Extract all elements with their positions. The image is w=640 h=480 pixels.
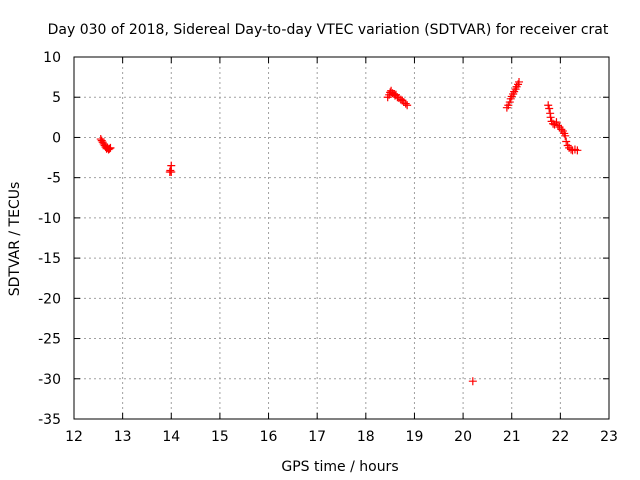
- data-points: [96, 77, 582, 386]
- y-tick-label: -25: [38, 332, 61, 348]
- data-point: [166, 166, 175, 175]
- x-tick-label: 20: [454, 429, 472, 445]
- data-point: [545, 104, 554, 113]
- y-tick-label: -5: [47, 171, 61, 187]
- data-point: [106, 143, 115, 152]
- data-point: [104, 145, 113, 154]
- x-tick-label: 13: [114, 429, 132, 445]
- x-tick-label: 23: [600, 429, 618, 445]
- data-point: [549, 119, 558, 128]
- data-point: [167, 168, 176, 177]
- y-tick-label: -10: [38, 211, 61, 227]
- y-tick-label: -15: [38, 251, 61, 267]
- x-tick-label: 16: [260, 429, 278, 445]
- data-point: [573, 146, 582, 155]
- y-tick-label: -30: [38, 372, 61, 388]
- y-axis-label: SDTVAR / TECUs: [7, 182, 23, 297]
- data-point: [553, 121, 562, 130]
- y-tick-label: 10: [43, 50, 61, 66]
- data-point: [546, 113, 555, 122]
- x-tick-label: 15: [211, 429, 229, 445]
- y-tick-label: 5: [52, 90, 61, 106]
- x-tick-label: 22: [551, 429, 569, 445]
- x-tick-label: 21: [503, 429, 521, 445]
- y-tick-label: -20: [38, 291, 61, 307]
- x-axis-label: GPS time / hours: [281, 459, 398, 475]
- data-point: [561, 131, 570, 140]
- x-tick-labels: 12 13 14 15 16 17 18 19 20 21 22 23: [65, 429, 618, 445]
- x-tick-label: 19: [406, 429, 424, 445]
- x-tick-label: 17: [308, 429, 326, 445]
- data-point: [401, 99, 410, 108]
- x-tick-label: 18: [357, 429, 375, 445]
- x-tick-label: 14: [162, 429, 180, 445]
- data-point: [557, 125, 566, 134]
- data-point: [515, 77, 524, 86]
- data-point: [468, 377, 477, 386]
- x-tick-label: 12: [65, 429, 83, 445]
- y-tick-labels: 10 5 0 -5 -10 -15 -20 -25 -30 -35: [38, 50, 61, 428]
- chart-title: Day 030 of 2018, Sidereal Day-to-day VTE…: [48, 22, 609, 38]
- plot-frame: [73, 56, 610, 420]
- grid: [74, 57, 609, 419]
- data-point: [105, 144, 114, 153]
- axis-ticks: [73, 56, 610, 420]
- y-tick-label: 0: [52, 130, 61, 146]
- data-point: [562, 137, 571, 146]
- y-tick-label: -35: [38, 412, 61, 428]
- data-point: [403, 101, 412, 110]
